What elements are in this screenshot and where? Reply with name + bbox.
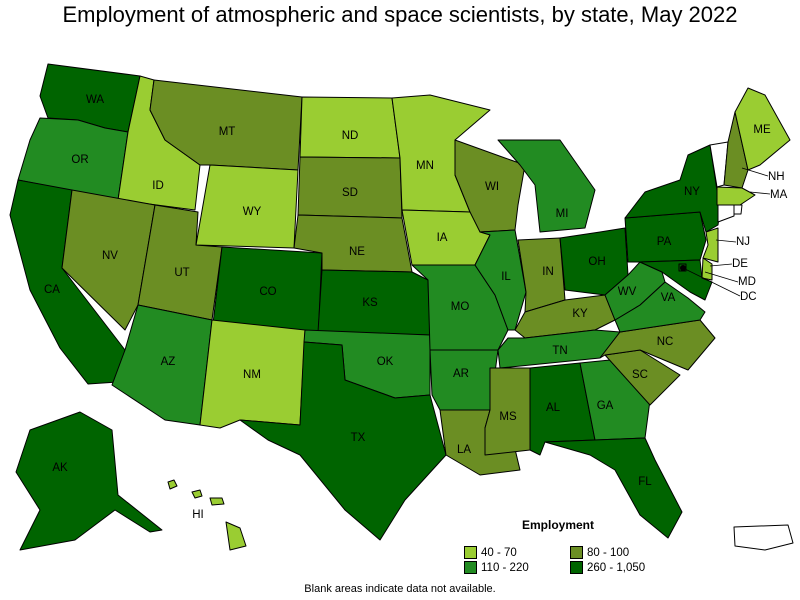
map-title: Employment of atmospheric and space scie… [62, 2, 738, 27]
legend-label: 260 - 1,050 [587, 561, 646, 574]
state-FL[interactable] [544, 437, 683, 539]
state-GA[interactable] [579, 359, 651, 441]
state-PR[interactable] [733, 524, 794, 551]
state-NJ[interactable] [702, 227, 719, 263]
leader-DE [709, 263, 733, 267]
state-NM[interactable] [199, 319, 306, 429]
legend-label: 40 - 70 [481, 546, 517, 559]
leader-DC [682, 267, 741, 297]
legend-label: 80 - 100 [587, 546, 630, 559]
legend-item-80-100: 80 - 100 [570, 546, 629, 559]
state-SD[interactable] [297, 156, 403, 219]
state-KS[interactable] [317, 269, 431, 336]
leader-MD [704, 271, 739, 283]
state-WY[interactable] [195, 164, 299, 249]
dc-marker [680, 265, 686, 271]
state-ND[interactable] [299, 96, 401, 159]
label-NJ: NJ [736, 236, 750, 248]
leader-NH [741, 167, 769, 177]
state-WV[interactable] [604, 261, 666, 321]
label-NH: NH [768, 171, 785, 183]
state-PA[interactable] [624, 211, 707, 263]
legend-swatch [570, 546, 583, 559]
legend-swatch [464, 546, 477, 559]
state-CT[interactable] [717, 204, 735, 223]
state-MS[interactable] [484, 367, 531, 456]
state-MI[interactable] [497, 139, 596, 233]
state-AK[interactable] [15, 411, 163, 551]
legend-label: 110 - 220 [481, 561, 529, 574]
label-DE: DE [732, 258, 748, 270]
state-DE[interactable] [701, 257, 713, 281]
label-MA: MA [770, 189, 788, 201]
legend-item-110-220: 110 - 220 [464, 561, 529, 574]
state-NH[interactable] [723, 111, 749, 189]
legend-swatch [464, 561, 477, 574]
state-NV[interactable] [61, 189, 156, 331]
legend-swatch [570, 561, 583, 574]
legend-item-40-70: 40 - 70 [464, 546, 517, 559]
label-HI: HI [192, 509, 204, 521]
state-AR[interactable] [429, 349, 499, 411]
footnote: Blank areas indicate data not available. [304, 583, 496, 595]
state-RI[interactable] [733, 204, 743, 215]
state-IL[interactable] [474, 229, 527, 331]
state-TX[interactable] [239, 341, 447, 541]
label-DC: DC [740, 291, 757, 303]
leader-NJ [715, 239, 737, 243]
state-MA[interactable] [716, 186, 756, 206]
legend-title: Employment [522, 518, 595, 532]
state-IN[interactable] [517, 237, 566, 313]
state-TN[interactable] [497, 329, 621, 369]
state-MD[interactable] [639, 259, 713, 301]
state-HI[interactable] [167, 479, 247, 551]
leader-MA [749, 191, 771, 195]
legend-item-260-1050: 260 - 1,050 [570, 561, 645, 574]
label-MD: MD [738, 276, 756, 288]
